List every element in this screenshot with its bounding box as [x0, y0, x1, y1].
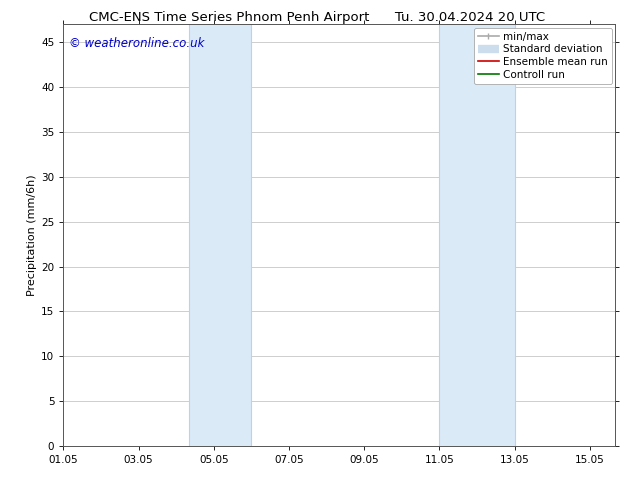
Legend: min/max, Standard deviation, Ensemble mean run, Controll run: min/max, Standard deviation, Ensemble me… [474, 27, 612, 84]
Text: © weatheronline.co.uk: © weatheronline.co.uk [69, 37, 204, 50]
Text: CMC-ENS Time Series Phnom Penh Airport      Tu. 30.04.2024 20 UTC: CMC-ENS Time Series Phnom Penh Airport T… [89, 11, 545, 24]
Bar [439, 24, 515, 446]
Bar [188, 24, 252, 446]
Y-axis label: Precipitation (mm/6h): Precipitation (mm/6h) [27, 174, 37, 296]
